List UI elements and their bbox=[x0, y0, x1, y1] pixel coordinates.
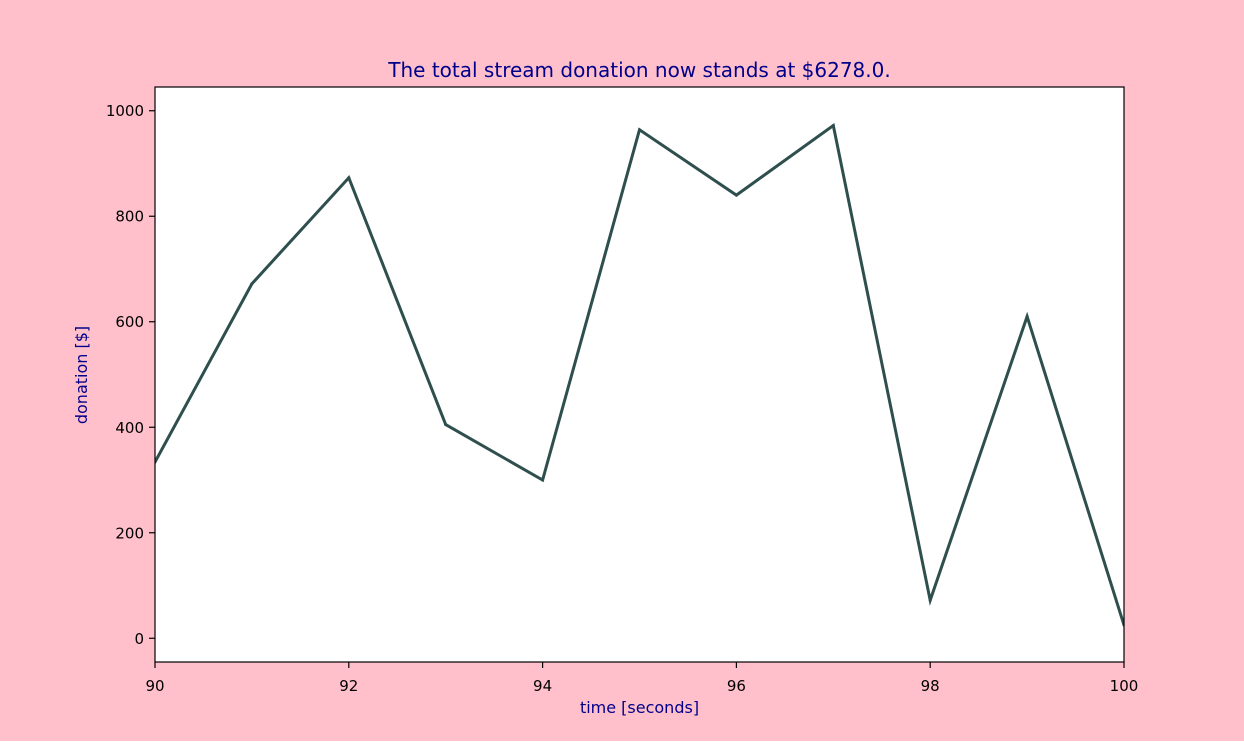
x-axis-label: time [seconds] bbox=[580, 698, 699, 717]
data-point bbox=[444, 423, 448, 427]
plot-area bbox=[155, 87, 1124, 662]
data-point bbox=[928, 598, 932, 602]
data-point bbox=[734, 193, 738, 197]
data-point bbox=[831, 124, 835, 128]
y-tick-label: 400 bbox=[115, 419, 144, 437]
y-tick-label: 1000 bbox=[106, 102, 144, 120]
y-axis-label: donation [$] bbox=[72, 326, 91, 424]
data-point bbox=[1025, 314, 1029, 318]
y-tick-label: 200 bbox=[115, 524, 144, 542]
x-tick-label: 92 bbox=[339, 677, 358, 695]
y-tick-label: 600 bbox=[115, 313, 144, 331]
plot-frame bbox=[154, 86, 1125, 663]
data-point bbox=[541, 478, 545, 482]
x-tick-label: 90 bbox=[145, 677, 164, 695]
x-tick-label: 94 bbox=[533, 677, 552, 695]
data-point bbox=[638, 128, 641, 132]
chart-title: The total stream donation now stands at … bbox=[387, 58, 890, 82]
data-point bbox=[347, 176, 351, 180]
y-tick-label: 0 bbox=[134, 630, 144, 648]
x-axis: 90 92 94 96 98 100 bbox=[145, 662, 1138, 695]
x-tick-label: 96 bbox=[727, 677, 746, 695]
y-axis: 0 200 400 600 800 1000 bbox=[106, 102, 155, 648]
x-tick-label: 100 bbox=[1110, 677, 1139, 695]
x-tick-label: 98 bbox=[921, 677, 940, 695]
data-point bbox=[250, 282, 254, 286]
y-tick-label: 800 bbox=[115, 208, 144, 226]
